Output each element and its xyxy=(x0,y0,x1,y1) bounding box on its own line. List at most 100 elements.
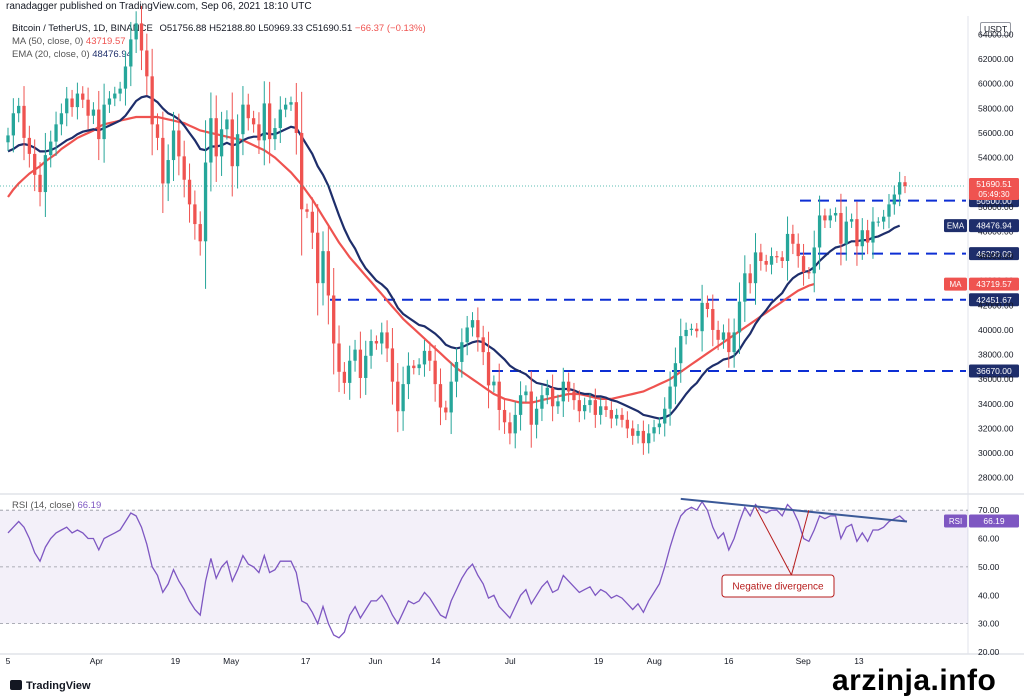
candle xyxy=(711,294,715,347)
candle xyxy=(139,5,144,71)
candle-body xyxy=(796,243,800,257)
candle xyxy=(695,323,699,338)
candle xyxy=(310,197,314,249)
candle-body xyxy=(641,430,646,444)
candle-body xyxy=(582,405,587,412)
candle-body xyxy=(486,352,491,386)
candle-body xyxy=(134,23,138,40)
support-resistance-lines: 50500.00 46200.00 42451.67 36670.00 xyxy=(330,194,1019,378)
candle xyxy=(849,213,854,228)
candle-body xyxy=(881,216,886,222)
candle xyxy=(187,163,192,223)
candle-body xyxy=(807,272,811,274)
legend-ma-row[interactable]: MA (50, close, 0) 43719.57 xyxy=(12,35,426,48)
level-badge-label: 46200.00 xyxy=(976,249,1012,259)
candle-body xyxy=(780,257,784,262)
price-tick-label: 34000.00 xyxy=(978,399,1014,409)
candle xyxy=(855,201,859,266)
currency-badge[interactable]: USDT xyxy=(980,22,1012,36)
candle xyxy=(721,324,726,349)
candle xyxy=(70,89,74,117)
candle-body xyxy=(257,124,261,141)
ema-value-badge xyxy=(969,219,1019,233)
candle xyxy=(81,86,85,109)
candle xyxy=(791,224,795,255)
candle xyxy=(294,82,298,155)
candle-body xyxy=(412,365,416,369)
candle xyxy=(390,328,395,405)
candle-body xyxy=(75,93,80,108)
candle-body xyxy=(652,427,656,434)
candle-body xyxy=(791,233,795,244)
candle xyxy=(337,325,341,393)
annotations: Negative divergence xyxy=(680,497,908,598)
symbol-label[interactable]: Bitcoin / TetherUS, 1D, BINANCE xyxy=(12,23,153,34)
candle-body xyxy=(620,414,624,420)
candle xyxy=(129,21,133,87)
candle xyxy=(593,388,597,428)
candle xyxy=(412,360,416,375)
rsi-value: 66.19 xyxy=(77,500,102,511)
candle xyxy=(6,127,10,151)
candle xyxy=(508,412,512,445)
candle-body xyxy=(753,252,758,284)
rsi-legend[interactable]: RSI (14, close) 66.19 xyxy=(12,500,101,511)
candle xyxy=(11,98,15,153)
candle xyxy=(283,97,288,118)
rsi-tick-label: 60.00 xyxy=(978,534,1000,544)
candle xyxy=(401,366,405,431)
candle xyxy=(171,111,176,181)
candle xyxy=(118,81,122,102)
candle-body xyxy=(369,341,373,356)
candle-body xyxy=(689,328,694,330)
candle-body xyxy=(903,182,907,187)
candle-body xyxy=(166,160,170,184)
candle-body xyxy=(508,422,512,434)
candle-body xyxy=(113,93,117,99)
candle xyxy=(219,111,224,176)
candle-body xyxy=(588,400,592,406)
candle-body xyxy=(139,23,144,51)
candle xyxy=(817,195,822,270)
candle xyxy=(647,424,651,454)
rsi-value-badge-label: 66.19 xyxy=(983,516,1005,526)
candle xyxy=(615,408,619,426)
price-tick-label: 46000.00 xyxy=(978,251,1014,261)
candle xyxy=(22,86,26,161)
ma-value-badge xyxy=(969,277,1019,291)
price-tick-label: 28000.00 xyxy=(978,473,1014,483)
candle xyxy=(903,175,907,194)
candle xyxy=(572,382,576,410)
candle-body xyxy=(817,215,822,248)
candle xyxy=(631,420,635,445)
legend-ema-row[interactable]: EMA (20, close, 0) 48476.94 xyxy=(12,48,426,61)
candle-body xyxy=(737,301,742,333)
time-tick-label: 5 xyxy=(6,656,11,666)
price-tick-label: 42000.00 xyxy=(978,300,1014,310)
candle xyxy=(657,417,662,435)
candle-body xyxy=(695,328,699,332)
candle-body xyxy=(316,232,320,284)
tradingview-logo[interactable]: TradingView xyxy=(10,680,91,692)
rsi-layer xyxy=(7,500,906,639)
candle-body xyxy=(171,130,176,161)
candle xyxy=(326,225,331,325)
candle xyxy=(193,190,197,240)
candle xyxy=(898,171,902,207)
candle-body xyxy=(743,273,747,302)
candle-body xyxy=(812,247,816,274)
candle xyxy=(177,113,181,176)
candle xyxy=(364,340,368,395)
divergence-trendline xyxy=(680,497,908,523)
candle xyxy=(145,33,149,96)
ma-label: MA (50, close, 0) xyxy=(12,36,84,47)
candle-body xyxy=(342,371,347,383)
candle-body xyxy=(492,381,496,386)
candle-body xyxy=(566,381,571,392)
candle xyxy=(433,345,437,402)
candle-body xyxy=(513,414,517,434)
candle-body xyxy=(177,130,181,157)
candle xyxy=(727,318,731,368)
